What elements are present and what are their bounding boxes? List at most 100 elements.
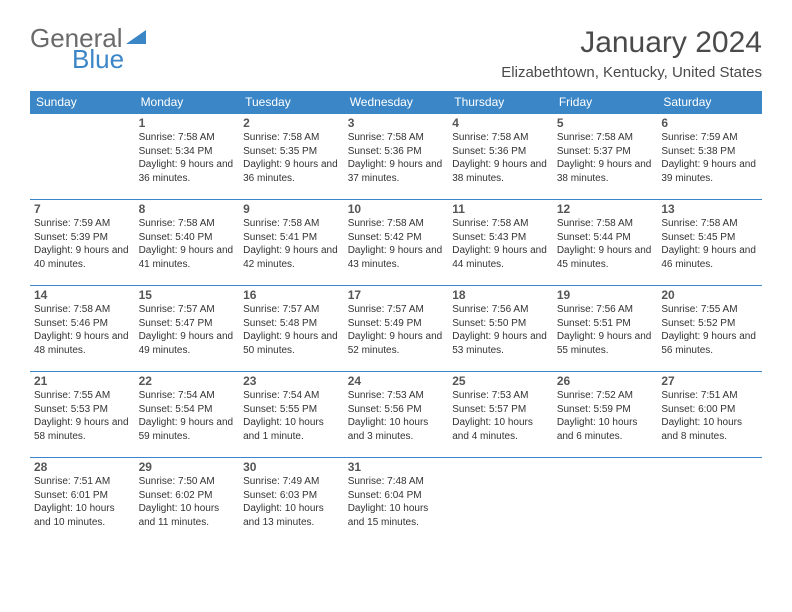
daylight-text: Daylight: 9 hours and 52 minutes. xyxy=(348,330,445,357)
sunset-text: Sunset: 5:51 PM xyxy=(557,317,654,331)
daylight-text: Daylight: 10 hours and 6 minutes. xyxy=(557,416,654,443)
sunrise-text: Sunrise: 7:58 AM xyxy=(452,131,549,145)
calendar-day-cell: 7Sunrise: 7:59 AMSunset: 5:39 PMDaylight… xyxy=(30,200,135,286)
title-block: January 2024 Elizabethtown, Kentucky, Un… xyxy=(501,26,762,81)
daylight-text: Daylight: 10 hours and 8 minutes. xyxy=(661,416,758,443)
daylight-text: Daylight: 9 hours and 49 minutes. xyxy=(139,330,236,357)
calendar-day-cell: 18Sunrise: 7:56 AMSunset: 5:50 PMDayligh… xyxy=(448,286,553,372)
logo-triangle-icon xyxy=(126,30,146,44)
sunrise-text: Sunrise: 7:58 AM xyxy=(243,131,340,145)
day-number: 30 xyxy=(243,460,340,474)
day-number: 13 xyxy=(661,202,758,216)
calendar-day-cell: 25Sunrise: 7:53 AMSunset: 5:57 PMDayligh… xyxy=(448,372,553,458)
calendar-day-cell: 20Sunrise: 7:55 AMSunset: 5:52 PMDayligh… xyxy=(657,286,762,372)
calendar-day-cell: 23Sunrise: 7:54 AMSunset: 5:55 PMDayligh… xyxy=(239,372,344,458)
day-info: Sunrise: 7:52 AMSunset: 5:59 PMDaylight:… xyxy=(557,389,654,443)
sunrise-text: Sunrise: 7:54 AM xyxy=(243,389,340,403)
calendar-day-cell: 5Sunrise: 7:58 AMSunset: 5:37 PMDaylight… xyxy=(553,114,658,200)
calendar-day-cell: 16Sunrise: 7:57 AMSunset: 5:48 PMDayligh… xyxy=(239,286,344,372)
calendar-day-cell: 19Sunrise: 7:56 AMSunset: 5:51 PMDayligh… xyxy=(553,286,658,372)
daylight-text: Daylight: 9 hours and 38 minutes. xyxy=(557,158,654,185)
sunset-text: Sunset: 5:35 PM xyxy=(243,145,340,159)
sunset-text: Sunset: 5:56 PM xyxy=(348,403,445,417)
day-number: 22 xyxy=(139,374,236,388)
sunrise-text: Sunrise: 7:58 AM xyxy=(243,217,340,231)
day-info: Sunrise: 7:48 AMSunset: 6:04 PMDaylight:… xyxy=(348,475,445,529)
calendar-empty-cell xyxy=(448,458,553,544)
daylight-text: Daylight: 9 hours and 40 minutes. xyxy=(34,244,131,271)
day-info: Sunrise: 7:58 AMSunset: 5:36 PMDaylight:… xyxy=(452,131,549,185)
sunset-text: Sunset: 5:55 PM xyxy=(243,403,340,417)
day-info: Sunrise: 7:58 AMSunset: 5:34 PMDaylight:… xyxy=(139,131,236,185)
weekday-header: Thursday xyxy=(448,91,553,114)
daylight-text: Daylight: 9 hours and 43 minutes. xyxy=(348,244,445,271)
sunrise-text: Sunrise: 7:51 AM xyxy=(34,475,131,489)
sunrise-text: Sunrise: 7:56 AM xyxy=(557,303,654,317)
sunrise-text: Sunrise: 7:50 AM xyxy=(139,475,236,489)
calendar-empty-cell xyxy=(657,458,762,544)
calendar-week-row: 7Sunrise: 7:59 AMSunset: 5:39 PMDaylight… xyxy=(30,200,762,286)
sunrise-text: Sunrise: 7:56 AM xyxy=(452,303,549,317)
daylight-text: Daylight: 9 hours and 41 minutes. xyxy=(139,244,236,271)
day-number: 5 xyxy=(557,116,654,130)
calendar-day-cell: 6Sunrise: 7:59 AMSunset: 5:38 PMDaylight… xyxy=(657,114,762,200)
sunset-text: Sunset: 5:36 PM xyxy=(452,145,549,159)
day-info: Sunrise: 7:58 AMSunset: 5:40 PMDaylight:… xyxy=(139,217,236,271)
weekday-header: Monday xyxy=(135,91,240,114)
day-info: Sunrise: 7:57 AMSunset: 5:48 PMDaylight:… xyxy=(243,303,340,357)
sunset-text: Sunset: 5:48 PM xyxy=(243,317,340,331)
day-number: 18 xyxy=(452,288,549,302)
daylight-text: Daylight: 9 hours and 36 minutes. xyxy=(139,158,236,185)
day-info: Sunrise: 7:58 AMSunset: 5:42 PMDaylight:… xyxy=(348,217,445,271)
calendar-day-cell: 3Sunrise: 7:58 AMSunset: 5:36 PMDaylight… xyxy=(344,114,449,200)
sunset-text: Sunset: 5:43 PM xyxy=(452,231,549,245)
sunrise-text: Sunrise: 7:57 AM xyxy=(139,303,236,317)
sunrise-text: Sunrise: 7:58 AM xyxy=(348,217,445,231)
day-number: 15 xyxy=(139,288,236,302)
daylight-text: Daylight: 9 hours and 46 minutes. xyxy=(661,244,758,271)
day-number: 14 xyxy=(34,288,131,302)
calendar-day-cell: 9Sunrise: 7:58 AMSunset: 5:41 PMDaylight… xyxy=(239,200,344,286)
calendar-day-cell: 17Sunrise: 7:57 AMSunset: 5:49 PMDayligh… xyxy=(344,286,449,372)
day-info: Sunrise: 7:51 AMSunset: 6:00 PMDaylight:… xyxy=(661,389,758,443)
day-info: Sunrise: 7:57 AMSunset: 5:47 PMDaylight:… xyxy=(139,303,236,357)
sunset-text: Sunset: 5:34 PM xyxy=(139,145,236,159)
day-info: Sunrise: 7:51 AMSunset: 6:01 PMDaylight:… xyxy=(34,475,131,529)
daylight-text: Daylight: 9 hours and 38 minutes. xyxy=(452,158,549,185)
sunset-text: Sunset: 5:49 PM xyxy=(348,317,445,331)
daylight-text: Daylight: 9 hours and 55 minutes. xyxy=(557,330,654,357)
sunrise-text: Sunrise: 7:58 AM xyxy=(348,131,445,145)
day-number: 4 xyxy=(452,116,549,130)
calendar-day-cell: 12Sunrise: 7:58 AMSunset: 5:44 PMDayligh… xyxy=(553,200,658,286)
sunset-text: Sunset: 5:59 PM xyxy=(557,403,654,417)
sunset-text: Sunset: 6:01 PM xyxy=(34,489,131,503)
sunset-text: Sunset: 5:42 PM xyxy=(348,231,445,245)
day-number: 8 xyxy=(139,202,236,216)
sunset-text: Sunset: 6:04 PM xyxy=(348,489,445,503)
calendar-week-row: 1Sunrise: 7:58 AMSunset: 5:34 PMDaylight… xyxy=(30,114,762,200)
calendar-day-cell: 13Sunrise: 7:58 AMSunset: 5:45 PMDayligh… xyxy=(657,200,762,286)
sunrise-text: Sunrise: 7:59 AM xyxy=(661,131,758,145)
day-info: Sunrise: 7:58 AMSunset: 5:35 PMDaylight:… xyxy=(243,131,340,185)
calendar-week-row: 21Sunrise: 7:55 AMSunset: 5:53 PMDayligh… xyxy=(30,372,762,458)
day-info: Sunrise: 7:50 AMSunset: 6:02 PMDaylight:… xyxy=(139,475,236,529)
day-info: Sunrise: 7:54 AMSunset: 5:54 PMDaylight:… xyxy=(139,389,236,443)
day-number: 27 xyxy=(661,374,758,388)
calendar-day-cell: 31Sunrise: 7:48 AMSunset: 6:04 PMDayligh… xyxy=(344,458,449,544)
day-number: 20 xyxy=(661,288,758,302)
day-info: Sunrise: 7:59 AMSunset: 5:38 PMDaylight:… xyxy=(661,131,758,185)
sunrise-text: Sunrise: 7:52 AM xyxy=(557,389,654,403)
daylight-text: Daylight: 9 hours and 50 minutes. xyxy=(243,330,340,357)
sunrise-text: Sunrise: 7:55 AM xyxy=(661,303,758,317)
calendar-empty-cell xyxy=(553,458,658,544)
calendar-week-row: 28Sunrise: 7:51 AMSunset: 6:01 PMDayligh… xyxy=(30,458,762,544)
sunrise-text: Sunrise: 7:53 AM xyxy=(452,389,549,403)
calendar-day-cell: 10Sunrise: 7:58 AMSunset: 5:42 PMDayligh… xyxy=(344,200,449,286)
day-number: 7 xyxy=(34,202,131,216)
calendar-day-cell: 2Sunrise: 7:58 AMSunset: 5:35 PMDaylight… xyxy=(239,114,344,200)
sunset-text: Sunset: 5:52 PM xyxy=(661,317,758,331)
daylight-text: Daylight: 9 hours and 44 minutes. xyxy=(452,244,549,271)
day-info: Sunrise: 7:56 AMSunset: 5:51 PMDaylight:… xyxy=(557,303,654,357)
daylight-text: Daylight: 9 hours and 56 minutes. xyxy=(661,330,758,357)
day-number: 29 xyxy=(139,460,236,474)
